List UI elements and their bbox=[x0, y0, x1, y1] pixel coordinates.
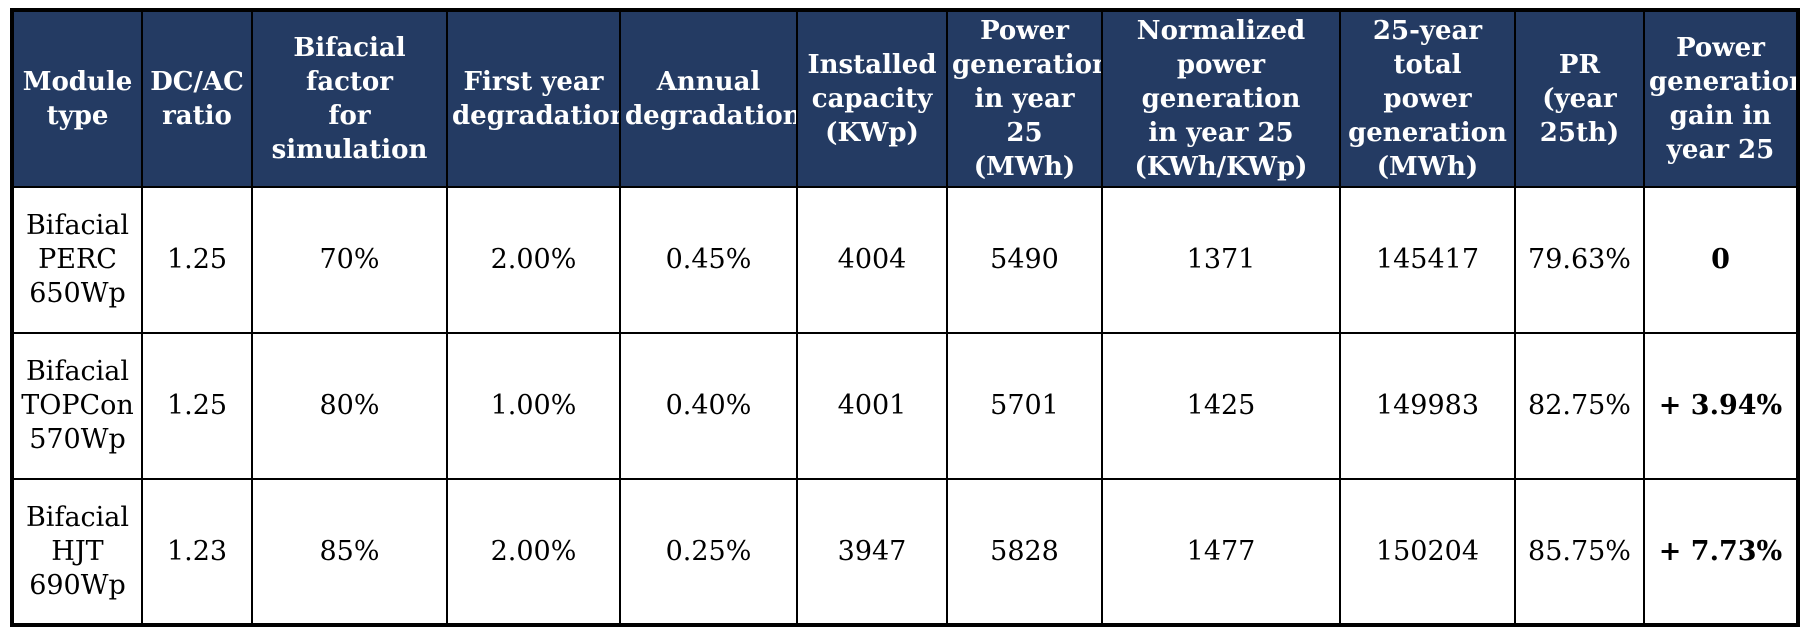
header-cell-dc-ac-ratio: DC/AC ratio bbox=[141, 9, 253, 188]
cell-annual-degradation: 0.25% bbox=[619, 478, 798, 626]
cell-power-generation-year25: 5490 bbox=[946, 186, 1103, 334]
header-cell-power-generation-year25: Power generation in year 25 (MWh) bbox=[946, 9, 1103, 188]
cell-installed-capacity: 4001 bbox=[796, 332, 948, 480]
cell-power-generation-gain: + 3.94% bbox=[1643, 332, 1799, 480]
cell-25-year-total-generation: 149983 bbox=[1339, 332, 1516, 480]
table-row-bifacial-perc: Bifacial PERC 650Wp 1.25 70% 2.00% 0.45%… bbox=[11, 186, 1799, 334]
table-header: Module type DC/AC ratio Bifacial factor … bbox=[11, 9, 1799, 188]
cell-installed-capacity: 3947 bbox=[796, 478, 948, 626]
module-comparison-table: Module type DC/AC ratio Bifacial factor … bbox=[10, 8, 1800, 627]
header-cell-normalized-power-generation: Normalized power generation in year 25 (… bbox=[1101, 9, 1341, 188]
cell-module-type: Bifacial TOPCon 570Wp bbox=[11, 332, 143, 480]
header-cell-bifacial-factor: Bifacial factor for simulation bbox=[251, 9, 448, 188]
header-cell-module-type: Module type bbox=[11, 9, 143, 188]
cell-normalized-power-generation: 1425 bbox=[1101, 332, 1341, 480]
cell-dc-ac-ratio: 1.25 bbox=[141, 332, 253, 480]
cell-normalized-power-generation: 1371 bbox=[1101, 186, 1341, 334]
cell-module-type: Bifacial HJT 690Wp bbox=[11, 478, 143, 626]
cell-first-year-degradation: 2.00% bbox=[446, 478, 621, 626]
cell-bifacial-factor: 80% bbox=[251, 332, 448, 480]
cell-module-type: Bifacial PERC 650Wp bbox=[11, 186, 143, 334]
cell-dc-ac-ratio: 1.23 bbox=[141, 478, 253, 626]
table-row-bifacial-hjt: Bifacial HJT 690Wp 1.23 85% 2.00% 0.25% … bbox=[11, 478, 1799, 626]
header-cell-first-year-degradation: First year degradation bbox=[446, 9, 621, 188]
cell-dc-ac-ratio: 1.25 bbox=[141, 186, 253, 334]
table-row-bifacial-topcon: Bifacial TOPCon 570Wp 1.25 80% 1.00% 0.4… bbox=[11, 332, 1799, 480]
cell-pr-year25: 85.75% bbox=[1514, 478, 1645, 626]
header-cell-installed-capacity: Installed capacity (KWp) bbox=[796, 9, 948, 188]
cell-power-generation-year25: 5701 bbox=[946, 332, 1103, 480]
cell-power-generation-gain: + 7.73% bbox=[1643, 478, 1799, 626]
header-cell-pr-year25: PR (year 25th) bbox=[1514, 9, 1645, 188]
cell-25-year-total-generation: 145417 bbox=[1339, 186, 1516, 334]
cell-normalized-power-generation: 1477 bbox=[1101, 478, 1341, 626]
header-cell-power-generation-gain: Power generation gain in year 25 bbox=[1643, 9, 1799, 188]
cell-power-generation-year25: 5828 bbox=[946, 478, 1103, 626]
cell-first-year-degradation: 2.00% bbox=[446, 186, 621, 334]
cell-bifacial-factor: 85% bbox=[251, 478, 448, 626]
cell-pr-year25: 82.75% bbox=[1514, 332, 1645, 480]
header-cell-annual-degradation: Annual degradation bbox=[619, 9, 798, 188]
header-cell-25-year-total-generation: 25-year total power generation (MWh) bbox=[1339, 9, 1516, 188]
cell-installed-capacity: 4004 bbox=[796, 186, 948, 334]
cell-bifacial-factor: 70% bbox=[251, 186, 448, 334]
cell-25-year-total-generation: 150204 bbox=[1339, 478, 1516, 626]
cell-first-year-degradation: 1.00% bbox=[446, 332, 621, 480]
cell-annual-degradation: 0.45% bbox=[619, 186, 798, 334]
cell-pr-year25: 79.63% bbox=[1514, 186, 1645, 334]
header-row: Module type DC/AC ratio Bifacial factor … bbox=[11, 9, 1799, 188]
page: Module type DC/AC ratio Bifacial factor … bbox=[10, 8, 1800, 627]
table-body: Bifacial PERC 650Wp 1.25 70% 2.00% 0.45%… bbox=[11, 186, 1799, 626]
cell-power-generation-gain: 0 bbox=[1643, 186, 1799, 334]
cell-annual-degradation: 0.40% bbox=[619, 332, 798, 480]
